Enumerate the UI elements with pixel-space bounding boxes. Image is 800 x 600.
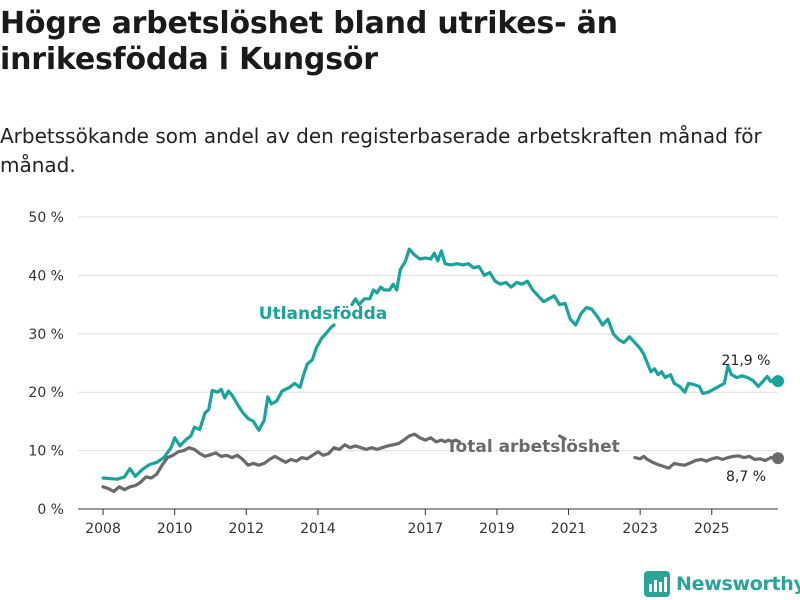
y-tick-label: 30 % <box>28 327 64 343</box>
x-tick-label: 2019 <box>479 521 515 537</box>
x-tick-label: 2017 <box>407 521 443 537</box>
y-tick-label: 40 % <box>28 268 64 284</box>
x-tick-label: 2021 <box>551 521 587 537</box>
end-value-total: 8,7 % <box>726 469 766 485</box>
end-point-total <box>772 452 784 465</box>
x-tick-label: 2025 <box>694 521 730 537</box>
series-line-utlandsfodda <box>101 323 336 481</box>
x-tick-label: 2008 <box>85 521 121 537</box>
x-tick-label: 2012 <box>228 521 264 537</box>
brand-name: Newsworthy <box>676 573 800 595</box>
end-point-utlandsfodda <box>772 375 784 388</box>
end-value-utlandsfodda: 21,9 % <box>722 353 771 369</box>
y-tick-label: 0 % <box>37 502 64 518</box>
bar-chart-logo-icon <box>644 571 670 597</box>
series-label-utlandsfodda: Utlandsfödda <box>259 304 388 324</box>
series-line-total <box>101 432 461 494</box>
x-tick-label: 2014 <box>300 521 336 537</box>
chart-subtitle: Arbetssökande som andel av den registerb… <box>0 124 762 177</box>
series-line-utlandsfodda <box>350 247 780 395</box>
y-tick-label: 50 % <box>28 210 64 226</box>
series-line-total <box>633 454 780 470</box>
series-label-total: Total arbetslöshet <box>446 437 620 457</box>
newsworthy-logo: Newsworthy <box>644 569 800 599</box>
chart-title: Högre arbetslöshet bland utrikes- än inr… <box>0 6 618 77</box>
series-line-total <box>558 434 567 441</box>
y-tick-label: 20 % <box>28 385 64 401</box>
x-tick-label: 2023 <box>622 521 658 537</box>
y-tick-label: 10 % <box>28 444 64 460</box>
x-tick-label: 2010 <box>157 521 193 537</box>
